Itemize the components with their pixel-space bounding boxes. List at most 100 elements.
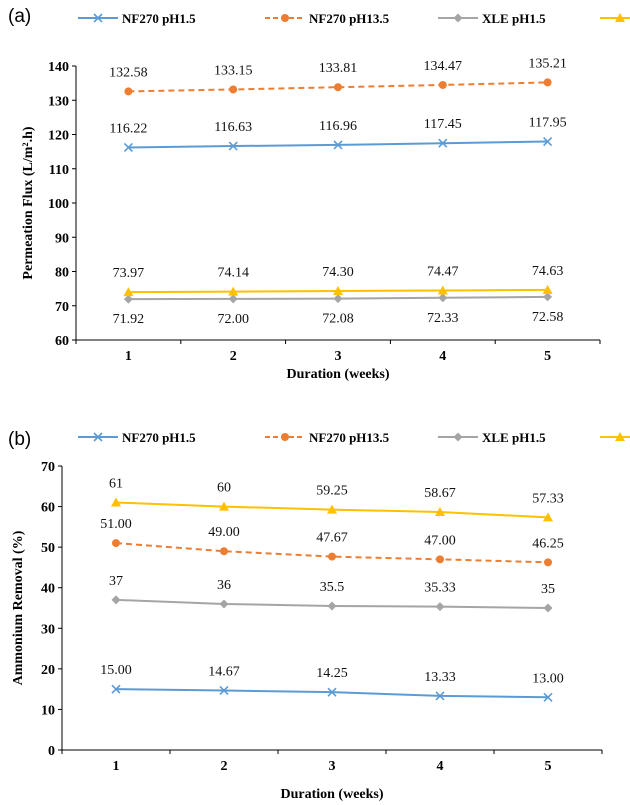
legend-item: XLE pH1.5: [438, 11, 546, 26]
data-point: [334, 83, 342, 92]
data-label: 51.00: [100, 517, 132, 532]
data-label: 59.25: [316, 484, 348, 499]
panel-label-b: (b): [8, 429, 31, 450]
data-label: 49.00: [208, 525, 240, 540]
data-point: [333, 140, 343, 150]
legend-marker: [615, 432, 625, 441]
data-label: 61: [109, 477, 123, 492]
data-point: [123, 142, 133, 153]
y-tick-label: 110: [49, 163, 69, 178]
data-point: [543, 292, 553, 302]
data-label: 72.58: [532, 310, 564, 325]
data-label: 116.22: [109, 121, 147, 136]
data-point: [111, 595, 121, 605]
data-label: 13.00: [532, 671, 564, 686]
data-point: [328, 552, 336, 561]
data-point: [543, 136, 553, 147]
data-point: [542, 284, 553, 294]
data-point: [219, 599, 229, 609]
data-point: [111, 497, 121, 507]
y-tick-label: 70: [41, 460, 55, 475]
legend-label: XLE pH1.5: [482, 11, 546, 26]
series-line: [115, 542, 549, 564]
legend-label: NF270 pH13.5: [309, 11, 390, 26]
x-tick-label: 5: [545, 759, 552, 774]
series-xle-ph13-5: 61 60 59.25 58.67 57.33: [109, 477, 564, 522]
data-point: [228, 286, 239, 296]
y-tick-label: 130: [48, 94, 69, 109]
legend-item: XLE pH1.5: [438, 430, 546, 445]
data-label: 35: [541, 582, 555, 597]
series-nf270-ph1-5: 15.00 14.67 14.25 13.33 13.00: [100, 663, 564, 702]
y-tick-label: 30: [41, 622, 55, 637]
data-point: [327, 504, 337, 514]
data-label: 58.67: [424, 486, 456, 501]
data-label: 47.00: [424, 533, 456, 548]
chart-b: 0 10 20 30 40 50 60 70 1 2 3 4 5 Duration (weeks) Ammo…: [11, 430, 630, 802]
legend-label: XLE pH1.5: [482, 430, 546, 445]
legend-label: NF270 pH1.5: [122, 430, 196, 445]
data-point: [327, 687, 337, 697]
data-point: [123, 287, 134, 297]
y-tick-label: 140: [48, 60, 69, 75]
data-point: [220, 547, 228, 556]
data-point: [543, 78, 552, 87]
legend-marker: [281, 14, 289, 22]
data-label: 72.00: [217, 312, 249, 327]
data-label: 71.92: [113, 312, 145, 327]
legend-label: NF270 pH1.5: [122, 11, 196, 26]
series-nf270-ph13-5: 51.00 49.00 47.67 47.00 46.25: [100, 517, 564, 567]
data-label: 47.67: [316, 531, 348, 546]
data-point: [438, 293, 448, 303]
series-nf270-ph13-5: 132.58 133.15 133.81 134.47 135.21: [109, 56, 567, 96]
y-tick-label: 60: [41, 501, 55, 516]
data-point: [123, 294, 133, 304]
x-tick-label: 2: [230, 349, 237, 364]
data-point: [543, 603, 553, 613]
data-point: [333, 286, 343, 296]
x-tick-label: 5: [544, 349, 551, 364]
series-xle-ph13-5: 73.97 74.14 74.30 74.47 74.63: [113, 264, 563, 297]
x-tick-label: 2: [221, 759, 228, 774]
data-label: 57.33: [532, 491, 564, 506]
y-tick-label: 60: [55, 334, 69, 349]
series-nf270-ph1-5: 116.22 116.63 116.96 117.45 117.95: [109, 116, 567, 153]
series-xle-ph1-5: 37 36 35.5 35.33 35: [109, 574, 555, 613]
data-label: 132.58: [109, 65, 148, 80]
data-point: [111, 684, 121, 694]
y-tick-label: 20: [41, 663, 55, 678]
x-tick-label: 3: [335, 349, 342, 364]
y-axis-title: Permeation Flux (L/m².h): [21, 126, 36, 279]
y-tick-label: 10: [41, 703, 55, 718]
data-label: 72.08: [322, 312, 354, 327]
data-label: 116.96: [319, 119, 357, 134]
data-label: 117.45: [424, 117, 462, 132]
data-point: [543, 512, 553, 522]
data-point: [435, 506, 445, 516]
data-label: 73.97: [113, 266, 145, 281]
data-label: 14.67: [208, 664, 240, 679]
data-point: [543, 692, 553, 702]
data-point: [435, 602, 445, 612]
y-axis-title: Ammonium Removal (%): [11, 530, 26, 685]
x-tick-label: 3: [329, 759, 336, 774]
data-label: 35.33: [424, 581, 456, 596]
data-label: 35.5: [320, 580, 345, 595]
data-label: 134.47: [424, 59, 463, 74]
data-label: 14.25: [316, 666, 348, 681]
legend-marker: [453, 432, 463, 442]
data-label: 36: [217, 578, 231, 593]
data-point: [544, 558, 552, 567]
data-label: 133.81: [319, 61, 358, 76]
series-xle-ph1-5: 71.92 72.00 72.08 72.33 72.58: [113, 292, 564, 327]
y-tick-label: 40: [41, 582, 55, 597]
data-label: 74.47: [427, 264, 459, 279]
legend-item: NF270 pH1.5: [78, 11, 196, 26]
data-point: [436, 555, 444, 564]
data-point: [228, 294, 238, 304]
data-label: 133.15: [214, 63, 253, 78]
x-axis-title: Duration (weeks): [280, 787, 383, 802]
legend-item: XLE pH13.5: [600, 13, 630, 22]
data-point: [219, 685, 229, 696]
